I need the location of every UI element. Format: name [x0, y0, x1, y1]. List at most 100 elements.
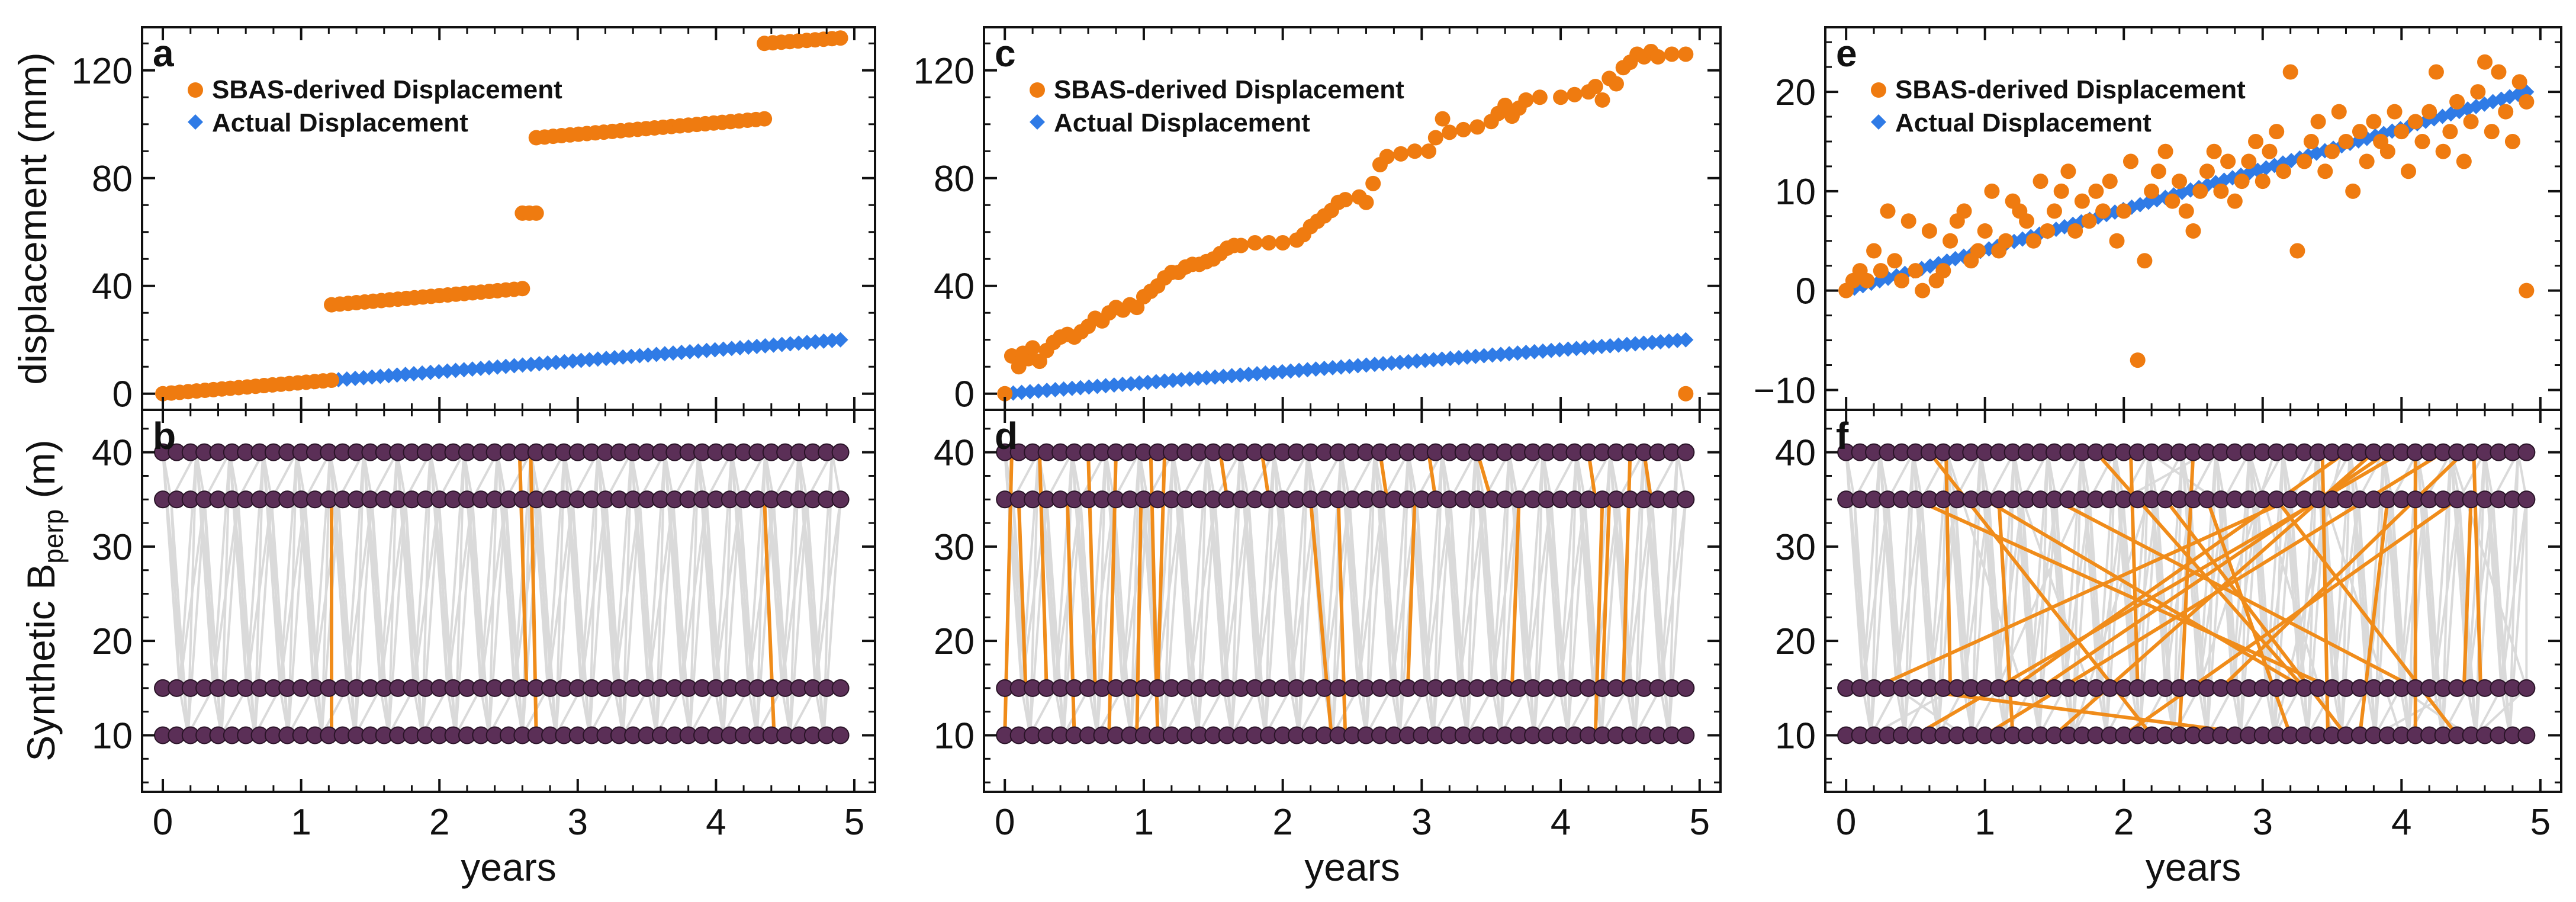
actual-point — [381, 368, 397, 384]
sbas-point — [2150, 163, 2166, 179]
sbas-point — [1407, 143, 1423, 159]
gray-edge — [454, 687, 482, 736]
legend-sbas-label: SBAS-derived Displacement — [1895, 75, 2246, 104]
sbas-point — [1664, 46, 1680, 62]
actual-point — [1459, 349, 1475, 365]
actual-point — [348, 370, 364, 386]
sbas-point — [2519, 94, 2535, 110]
actual-point — [1156, 373, 1172, 389]
actual-point — [1493, 346, 1509, 362]
actual-point — [1535, 343, 1551, 359]
actual-point — [1031, 383, 1047, 399]
highlight-edge — [2358, 499, 2390, 736]
sbas-point — [2303, 133, 2319, 149]
actual-point — [548, 354, 564, 370]
sbas-point — [1977, 223, 1993, 239]
actual-point — [824, 332, 840, 348]
sbas-point — [2033, 174, 2048, 190]
sbas-point — [1379, 149, 1395, 165]
actual-point — [1249, 366, 1265, 382]
actual-point — [1510, 345, 1526, 361]
actual-point — [389, 367, 405, 383]
sbas-point — [2470, 84, 2486, 100]
sbas-point — [2109, 233, 2125, 249]
axes-frame-b — [141, 409, 876, 793]
acquisition-node — [831, 443, 850, 461]
actual-point — [648, 346, 664, 362]
sbas-point — [1650, 49, 1666, 65]
sbas-point — [2414, 133, 2430, 149]
acquisition-node — [2517, 679, 2536, 697]
actual-point — [431, 364, 447, 380]
sbas-point — [2067, 223, 2083, 239]
actual-point — [1215, 368, 1231, 384]
gray-edge — [2198, 452, 2217, 688]
sbas-point — [1567, 86, 1583, 102]
gray-edge — [1214, 451, 1242, 500]
x-tick-label: 5 — [2530, 802, 2551, 843]
actual-point — [832, 332, 848, 348]
sbas-point — [2324, 143, 2340, 159]
actual-point — [1636, 335, 1652, 351]
actual-point — [423, 364, 439, 380]
actual-point — [1408, 353, 1424, 369]
actual-point — [464, 361, 480, 377]
gray-edge — [638, 499, 658, 736]
actual-point — [1501, 346, 1517, 362]
sbas-point — [2435, 143, 2451, 159]
sbas-point — [2345, 183, 2361, 199]
sbas-point — [1553, 89, 1569, 105]
actual-point — [540, 355, 556, 371]
actual-point — [1678, 332, 1694, 348]
actual-point — [1291, 362, 1307, 378]
sbas-point — [1435, 111, 1451, 127]
sbas-point — [2241, 153, 2257, 169]
highlight-edge — [517, 452, 529, 688]
sbas-point — [1442, 124, 1458, 140]
actual-point — [1207, 369, 1223, 385]
actual-point — [632, 348, 648, 364]
gray-edge — [772, 451, 800, 500]
sbas-point — [1261, 235, 1277, 251]
gray-edge — [2298, 452, 2318, 688]
sbas-point — [1427, 130, 1443, 146]
sbas-point — [2379, 143, 2395, 159]
gray-edge — [2323, 499, 2343, 736]
actual-point — [1224, 368, 1240, 384]
actual-point — [1560, 341, 1576, 357]
sbas-point — [1984, 183, 2000, 199]
actual-point — [397, 367, 413, 383]
sbas-point — [1935, 263, 1951, 279]
legend-sbas-label: SBAS-derived Displacement — [212, 75, 562, 104]
y-tick-label: 40 — [1775, 433, 1816, 474]
sbas-point — [2338, 133, 2354, 149]
actual-point — [1081, 379, 1097, 395]
y-tick-label: 0 — [112, 374, 133, 415]
actual-point — [1064, 380, 1080, 396]
gray-edge — [2156, 499, 2175, 736]
highlight-edge — [1017, 499, 1028, 688]
sbas-point — [2442, 124, 2458, 140]
sbas-point — [2297, 153, 2313, 169]
gray-edge — [2030, 452, 2049, 688]
acquisition-node — [831, 490, 850, 509]
sbas-point — [2511, 74, 2527, 90]
actual-point — [565, 353, 581, 369]
actual-point — [364, 369, 380, 385]
sbas-point — [2359, 153, 2375, 169]
gray-edge — [2290, 451, 2318, 500]
actual-point — [1316, 361, 1332, 377]
sbas-point — [1393, 146, 1409, 162]
gray-edge — [1188, 452, 1208, 688]
actual-point — [1594, 338, 1610, 354]
sbas-point — [1469, 119, 1485, 135]
actual-point — [1140, 374, 1156, 390]
gray-edge — [680, 452, 700, 688]
sbas-point — [1873, 263, 1889, 279]
actual-point — [782, 336, 798, 352]
sbas-point — [2519, 283, 2535, 298]
actual-point — [766, 337, 782, 353]
gray-edge — [1415, 499, 1435, 736]
gray-edge — [1247, 499, 1267, 736]
actual-point — [506, 358, 522, 374]
